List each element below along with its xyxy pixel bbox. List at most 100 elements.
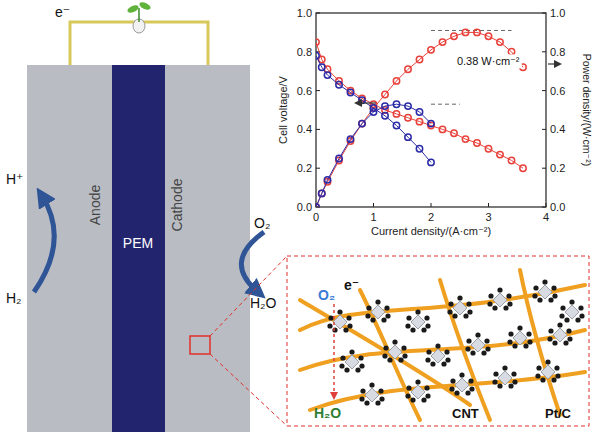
pt-dot	[343, 327, 348, 332]
x-tick	[431, 203, 432, 207]
pt-dot	[560, 305, 565, 310]
y2-tick	[542, 51, 546, 52]
pt-dot	[497, 383, 502, 388]
pt-dot	[375, 400, 380, 405]
pt-c-particle	[532, 279, 557, 302]
plot-frame	[316, 13, 546, 207]
pt-dot	[485, 346, 490, 351]
pt-dot	[533, 285, 538, 290]
pt-dot	[406, 315, 411, 320]
pt-dot	[566, 328, 571, 333]
pt-dot	[402, 353, 407, 358]
pt-dot	[506, 293, 511, 298]
x-axis-title: Current density/(A·cm⁻²)	[371, 225, 491, 237]
y2-tick	[542, 207, 546, 208]
pt-dot	[441, 361, 446, 366]
pt-c-particle	[425, 343, 450, 366]
pt-dot	[492, 379, 497, 384]
pt-dot	[327, 323, 332, 328]
pt-dot	[382, 353, 387, 358]
pt-dot	[540, 377, 545, 382]
pt-dot	[401, 345, 406, 350]
y2-tick	[542, 168, 546, 169]
data-point	[393, 111, 399, 117]
pt-dot	[444, 349, 449, 354]
pt-dot	[559, 313, 564, 318]
reaction-arrow	[333, 304, 335, 398]
pt-dot	[435, 343, 440, 348]
data-point	[428, 47, 434, 53]
pt-c-particle	[487, 287, 512, 310]
pt-dot	[449, 386, 454, 391]
pt-dot	[481, 350, 486, 355]
carbon-support	[453, 301, 467, 315]
pt-c-particle	[507, 325, 532, 348]
carbon-support	[345, 355, 359, 369]
pt-dot	[547, 336, 552, 341]
pt-dot	[424, 315, 429, 320]
pt-dot	[502, 365, 507, 370]
pt-dot	[532, 293, 537, 298]
pt-dot	[410, 327, 415, 332]
pt-dot	[459, 372, 464, 377]
pt-dot	[466, 301, 471, 306]
pt-dot	[425, 393, 430, 398]
data-point	[324, 72, 330, 78]
water-label: H₂O	[250, 295, 277, 311]
pt-dot	[424, 385, 429, 390]
pt-dot	[545, 359, 550, 364]
data-point	[316, 204, 319, 207]
y-axis-title: Cell voltage/V	[277, 75, 289, 144]
pt-dot	[378, 388, 383, 393]
pt-dot	[551, 285, 556, 290]
data-point	[428, 159, 434, 165]
pt-dot	[340, 355, 345, 360]
pt-c-particle	[359, 382, 384, 405]
x-tick	[488, 203, 489, 207]
axis-pointer	[548, 63, 560, 64]
pt-dot	[508, 383, 513, 388]
pt-dot	[365, 313, 370, 318]
pt-dot	[488, 293, 493, 298]
pt-dot	[360, 388, 365, 393]
y-tick-label: 0.0	[297, 201, 312, 213]
y2-tick-label: 0.2	[550, 162, 565, 174]
leaf	[126, 4, 139, 15]
data-point	[347, 89, 353, 95]
leaf	[138, 1, 151, 12]
pt-dot	[542, 279, 547, 284]
pt-c-particle	[547, 322, 572, 345]
y2-tick-label: 0.0	[550, 201, 565, 213]
y2-tick-label: 1.0	[550, 7, 565, 19]
cathode-layer	[165, 65, 250, 432]
carbon-support	[333, 315, 347, 329]
pt-dot	[526, 331, 531, 336]
data-point	[520, 165, 526, 171]
pt-c-particle	[382, 339, 407, 362]
pt-dot	[466, 338, 471, 343]
data-point	[382, 91, 388, 97]
pt-dot	[421, 397, 426, 402]
cathode-label: Cathode	[169, 178, 185, 231]
carbon-support	[538, 285, 552, 299]
inset-frame	[287, 256, 589, 426]
pt-dot	[523, 343, 528, 348]
x-tick	[373, 203, 374, 207]
data-point	[336, 155, 342, 161]
sprout-stem	[138, 8, 140, 22]
figure: e⁻AnodePEMCathodeH⁺H₂O₂H₂OO₂e⁻H₂OCNTPt/C…	[0, 0, 594, 432]
pt-dot	[512, 343, 517, 348]
proton-label: H⁺	[6, 171, 24, 187]
pt-dot	[364, 400, 369, 405]
pt-dot	[346, 315, 351, 320]
y-tick-label: 0.2	[297, 162, 312, 174]
pt-dot	[554, 365, 559, 370]
x-tick-label: 1	[370, 211, 376, 223]
pt-dot	[384, 305, 389, 310]
pt-dot	[410, 397, 415, 402]
carbon-support	[455, 378, 469, 392]
pt-dot	[457, 295, 462, 300]
data-point	[393, 101, 399, 107]
pt-dot	[370, 317, 375, 322]
x-tick-label: 4	[543, 211, 549, 223]
